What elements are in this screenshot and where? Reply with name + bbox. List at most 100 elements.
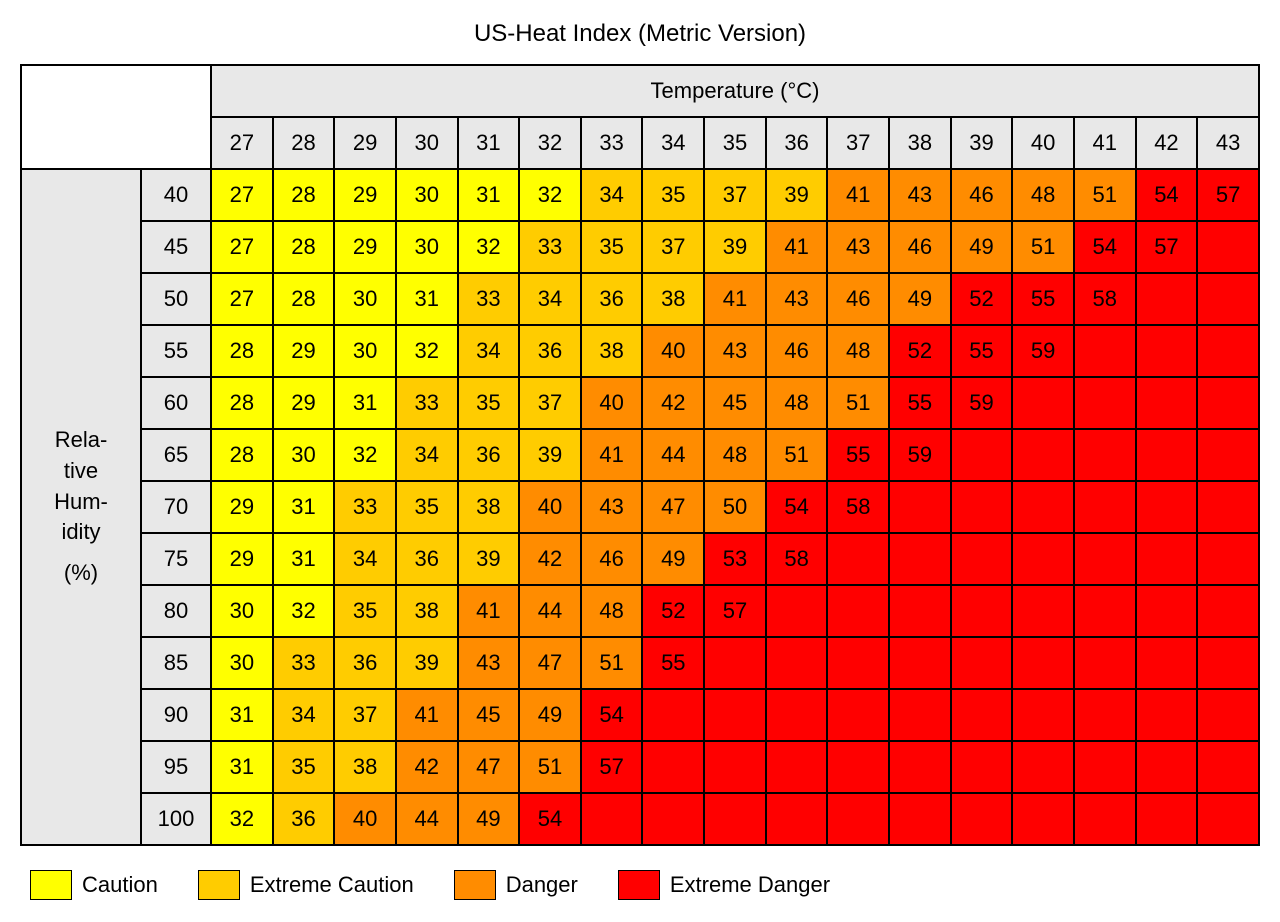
- heat-index-cell: 35: [458, 377, 520, 429]
- heat-index-cell: 31: [273, 533, 335, 585]
- heat-index-cell: 41: [704, 273, 766, 325]
- heat-index-cell: 57: [1136, 221, 1198, 273]
- heat-index-cell: 35: [581, 221, 643, 273]
- humidity-header: 85: [141, 637, 211, 689]
- heat-index-cell: [827, 585, 889, 637]
- heat-index-cell: 41: [827, 169, 889, 221]
- heat-index-cell: 59: [1012, 325, 1074, 377]
- heat-index-cell: 47: [642, 481, 704, 533]
- heat-index-cell: 38: [334, 741, 396, 793]
- heat-index-cell: [1197, 741, 1259, 793]
- heat-index-cell: 40: [519, 481, 581, 533]
- heat-index-cell: 48: [1012, 169, 1074, 221]
- heat-index-cell: 51: [581, 637, 643, 689]
- temp-header: 34: [642, 117, 704, 169]
- heat-index-cell: [951, 429, 1013, 481]
- heat-index-cell: 30: [211, 637, 273, 689]
- heat-index-cell: 40: [642, 325, 704, 377]
- heat-index-cell: 43: [766, 273, 828, 325]
- heat-index-table: Temperature (°C)272829303132333435363738…: [20, 64, 1260, 846]
- humidity-header: 65: [141, 429, 211, 481]
- heat-index-cell: 36: [458, 429, 520, 481]
- heat-index-cell: [1074, 377, 1136, 429]
- heat-index-cell: [889, 689, 951, 741]
- temp-header: 36: [766, 117, 828, 169]
- heat-index-cell: [889, 585, 951, 637]
- heat-index-cell: 54: [1136, 169, 1198, 221]
- heat-index-cell: [1197, 689, 1259, 741]
- heat-index-cell: 30: [396, 169, 458, 221]
- heat-index-cell: 38: [581, 325, 643, 377]
- heat-index-cell: 52: [642, 585, 704, 637]
- heat-index-cell: 33: [396, 377, 458, 429]
- temp-header: 35: [704, 117, 766, 169]
- heat-index-cell: [766, 793, 828, 845]
- heat-index-cell: 42: [642, 377, 704, 429]
- heat-index-cell: [1074, 325, 1136, 377]
- heat-index-cell: 52: [951, 273, 1013, 325]
- heat-index-cell: 48: [704, 429, 766, 481]
- heat-index-cell: 32: [396, 325, 458, 377]
- heat-index-cell: [827, 533, 889, 585]
- temp-header: 42: [1136, 117, 1198, 169]
- heat-index-cell: [951, 533, 1013, 585]
- heat-index-cell: 48: [827, 325, 889, 377]
- heat-index-cell: 37: [519, 377, 581, 429]
- heat-index-cell: 36: [334, 637, 396, 689]
- legend-label: Caution: [82, 872, 158, 898]
- heat-index-cell: 38: [642, 273, 704, 325]
- heat-index-cell: 49: [889, 273, 951, 325]
- temp-header: 28: [273, 117, 335, 169]
- heat-index-cell: [1136, 741, 1198, 793]
- heat-index-cell: 53: [704, 533, 766, 585]
- heat-index-cell: [1012, 533, 1074, 585]
- legend-swatch: [30, 870, 72, 900]
- heat-index-cell: [1012, 377, 1074, 429]
- heat-index-cell: 28: [211, 429, 273, 481]
- heat-index-cell: 37: [704, 169, 766, 221]
- legend-swatch: [198, 870, 240, 900]
- heat-index-cell: 34: [581, 169, 643, 221]
- heat-index-cell: 41: [396, 689, 458, 741]
- humidity-header: 45: [141, 221, 211, 273]
- heat-index-cell: [766, 585, 828, 637]
- heat-index-cell: [1012, 793, 1074, 845]
- heat-index-cell: 32: [273, 585, 335, 637]
- heat-index-cell: 31: [458, 169, 520, 221]
- heat-index-cell: 40: [334, 793, 396, 845]
- legend-item: Extreme Caution: [198, 870, 414, 900]
- heat-index-cell: 28: [211, 377, 273, 429]
- temperature-group-header: Temperature (°C): [211, 65, 1259, 117]
- heat-index-cell: [1074, 689, 1136, 741]
- heat-index-cell: [766, 637, 828, 689]
- heat-index-cell: [1136, 377, 1198, 429]
- heat-index-cell: 44: [519, 585, 581, 637]
- heat-index-cell: [642, 793, 704, 845]
- heat-index-cell: [642, 689, 704, 741]
- heat-index-cell: 36: [396, 533, 458, 585]
- heat-index-cell: 42: [519, 533, 581, 585]
- legend-label: Extreme Caution: [250, 872, 414, 898]
- heat-index-cell: [1074, 585, 1136, 637]
- heat-index-cell: [1197, 585, 1259, 637]
- temp-header: 31: [458, 117, 520, 169]
- heat-index-cell: [1136, 689, 1198, 741]
- heat-index-cell: 27: [211, 221, 273, 273]
- heat-index-cell: [951, 793, 1013, 845]
- heat-index-cell: 58: [766, 533, 828, 585]
- heat-index-cell: 49: [519, 689, 581, 741]
- temp-header: 29: [334, 117, 396, 169]
- heat-index-cell: [889, 481, 951, 533]
- heat-index-cell: [889, 637, 951, 689]
- heat-index-cell: 51: [827, 377, 889, 429]
- heat-index-cell: 28: [273, 221, 335, 273]
- heat-index-cell: 46: [827, 273, 889, 325]
- heat-index-cell: 39: [396, 637, 458, 689]
- heat-index-cell: 28: [211, 325, 273, 377]
- heat-index-cell: 41: [766, 221, 828, 273]
- heat-index-cell: 59: [951, 377, 1013, 429]
- humidity-header: 100: [141, 793, 211, 845]
- heat-index-cell: [827, 741, 889, 793]
- heat-index-cell: [889, 533, 951, 585]
- humidity-header: 80: [141, 585, 211, 637]
